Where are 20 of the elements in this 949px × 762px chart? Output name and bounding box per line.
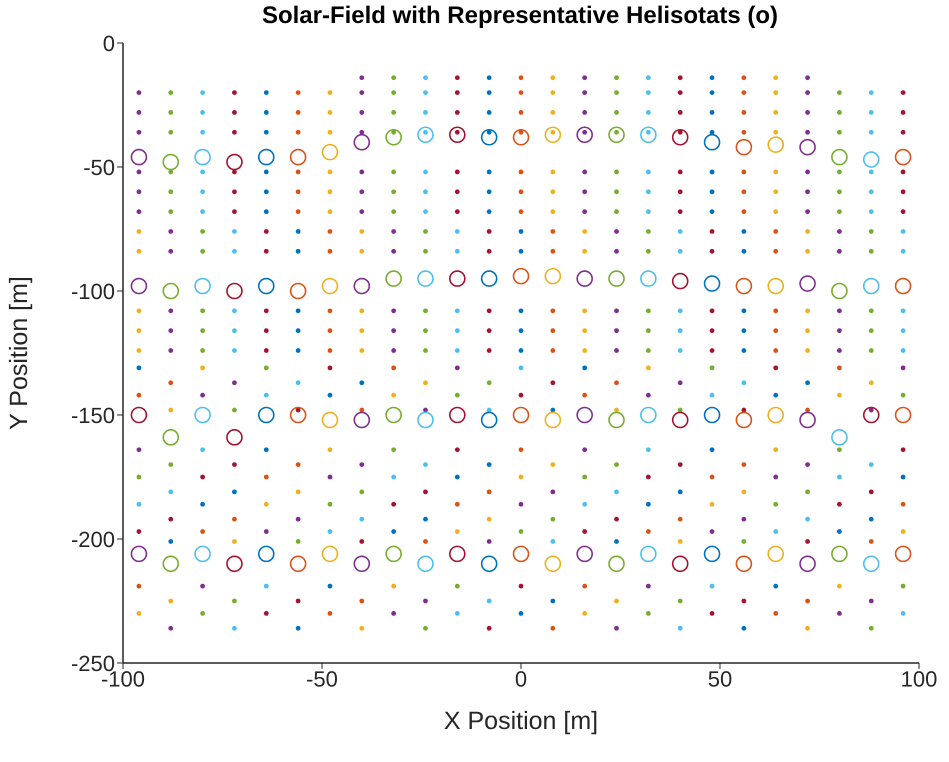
point	[359, 75, 364, 80]
chart-title: Solar-Field with Representative Helisotats (o)	[260, 2, 780, 30]
x-tick-label: 100	[900, 666, 938, 692]
y-tick-label: -100	[70, 278, 115, 304]
y-axis-title: Y Position [m]	[4, 276, 33, 430]
point	[672, 412, 688, 428]
point	[862, 406, 880, 424]
point	[449, 406, 466, 424]
point	[130, 406, 148, 424]
y-tick-label: -50	[83, 154, 115, 180]
x-tick-label: 0	[514, 666, 528, 692]
x-tick-label: 50	[708, 666, 732, 692]
point	[805, 75, 810, 80]
x-tick-label: -50	[306, 666, 338, 692]
point	[226, 429, 243, 446]
point	[582, 75, 588, 80]
y-tick-label: -150	[70, 402, 115, 428]
y-tick-label: -200	[70, 526, 115, 552]
y-tick-label: 0	[102, 30, 115, 56]
x-axis-title: X Position [m]	[444, 707, 598, 735]
